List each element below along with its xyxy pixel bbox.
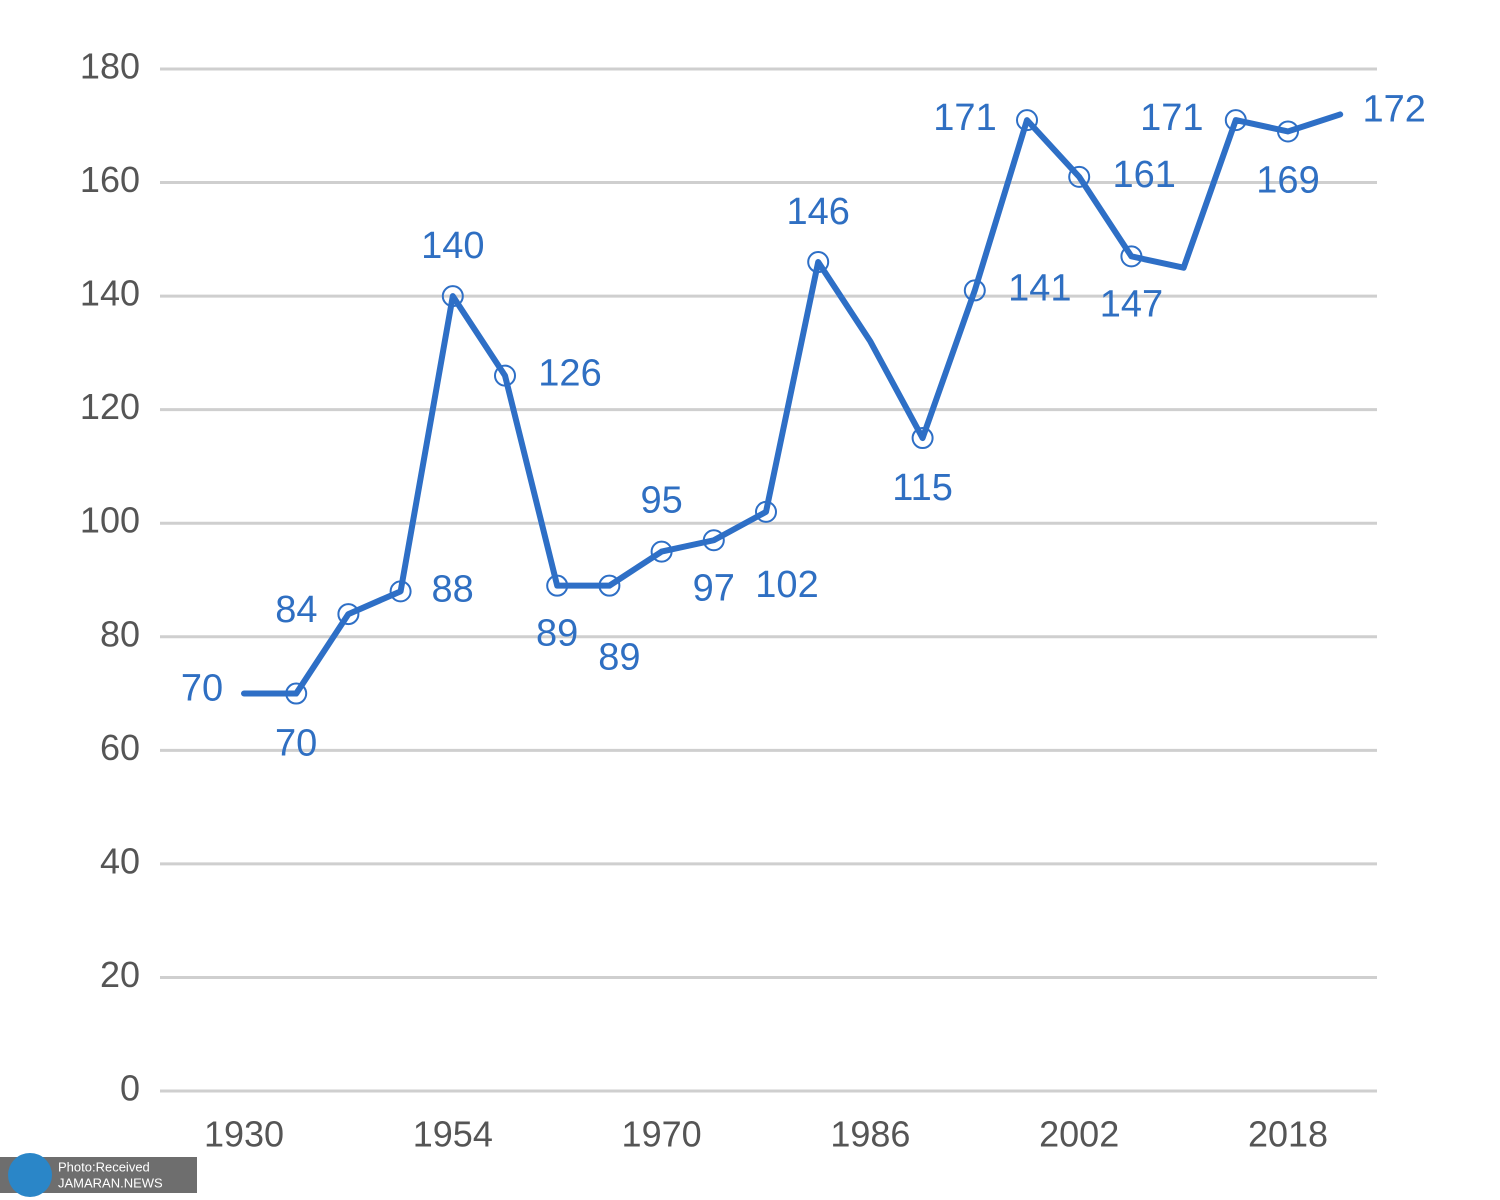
y-tick-label: 160 — [80, 159, 140, 200]
marker — [755, 500, 777, 523]
marker — [963, 279, 986, 302]
data-label: 140 — [421, 225, 484, 267]
marker — [807, 251, 830, 274]
y-tick-label: 100 — [80, 500, 140, 541]
x-tick-label: 2002 — [1039, 1114, 1119, 1155]
marker — [1016, 109, 1038, 132]
y-tick-label: 80 — [100, 613, 140, 654]
data-label: 171 — [1140, 97, 1203, 139]
y-tick-label: 180 — [80, 46, 140, 87]
data-label: 126 — [538, 353, 601, 395]
data-label: 171 — [933, 97, 996, 139]
marker — [702, 529, 725, 552]
x-tick-label: 1930 — [204, 1114, 284, 1155]
data-label: 115 — [892, 467, 953, 509]
data-label: 70 — [181, 668, 223, 710]
y-tick-label: 20 — [100, 954, 140, 995]
x-tick-label: 2018 — [1248, 1114, 1328, 1155]
x-tick-label: 1954 — [413, 1114, 493, 1155]
y-tick-label: 140 — [80, 273, 140, 314]
data-label: 89 — [598, 637, 640, 679]
data-label: 141 — [1008, 267, 1071, 309]
data-label: 147 — [1100, 283, 1163, 325]
marker — [598, 574, 621, 597]
watermark-text: JAMARAN.NEWS — [58, 1175, 163, 1190]
x-tick-label: 1970 — [622, 1114, 702, 1155]
watermark-text: Photo:Received — [58, 1159, 150, 1174]
data-label: 84 — [275, 589, 317, 631]
marker — [441, 285, 464, 308]
line — [241, 111, 1344, 697]
data-label: 161 — [1112, 154, 1175, 196]
marker — [389, 580, 412, 603]
data-label: 97 — [693, 567, 735, 609]
watermark: Photo:Received JAMARAN.NEWS — [0, 1153, 197, 1197]
y-tick-label: 40 — [100, 840, 140, 881]
marker — [1120, 245, 1143, 268]
data-label: 88 — [431, 568, 473, 610]
data-label: 89 — [536, 613, 578, 655]
marker — [285, 682, 308, 705]
data-label: 146 — [786, 191, 849, 233]
data-label: 102 — [755, 564, 818, 606]
marker — [1068, 165, 1091, 188]
marker — [494, 364, 516, 387]
y-tick-label: 120 — [80, 386, 140, 427]
x-tick-label: 1986 — [830, 1114, 910, 1155]
data-label: 169 — [1256, 159, 1319, 201]
marker — [1224, 109, 1247, 132]
y-tick-label: 0 — [120, 1068, 140, 1109]
marker — [546, 574, 569, 597]
marker — [911, 427, 934, 450]
marker — [650, 540, 673, 563]
watermark-logo — [8, 1153, 52, 1197]
y-tick-label: 60 — [100, 727, 140, 768]
data-label: 95 — [640, 480, 682, 522]
data-label: 70 — [275, 723, 317, 765]
marker — [1277, 120, 1299, 143]
data-label: 172 — [1362, 88, 1425, 130]
marker — [337, 603, 360, 626]
